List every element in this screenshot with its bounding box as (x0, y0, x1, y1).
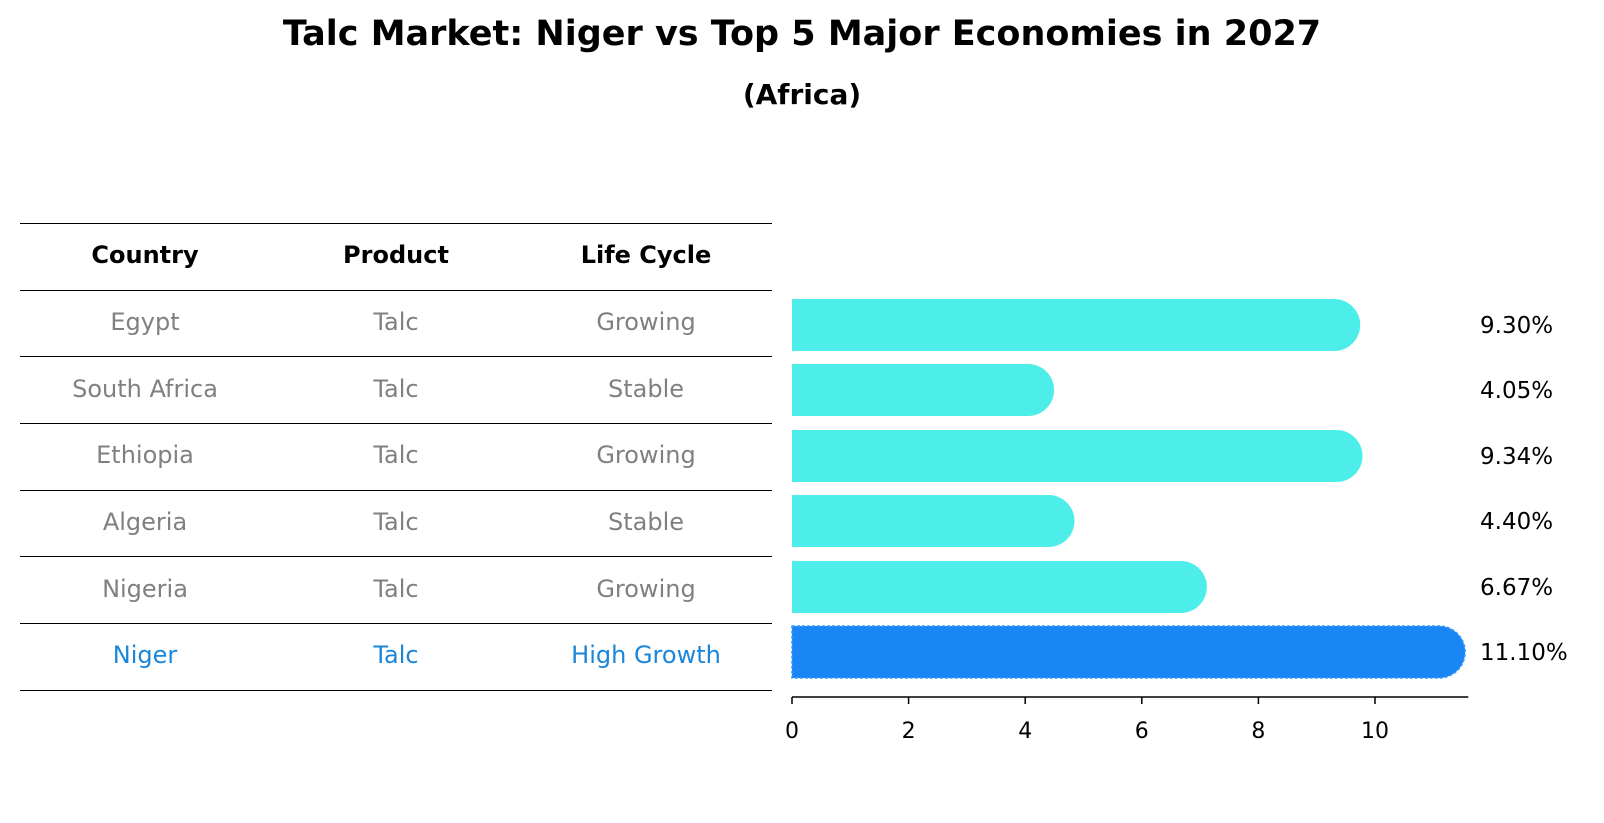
table-rule (20, 490, 772, 491)
x-tick-label: 0 (785, 719, 799, 744)
table-rule (20, 623, 772, 624)
table-cell-country: Ethiopia (96, 441, 194, 469)
x-tick-label: 4 (1018, 719, 1032, 744)
value-label: 9.30% (1480, 313, 1553, 339)
table-rule (20, 223, 772, 224)
bar-egypt (792, 299, 1361, 351)
table-cell-country: Niger (112, 641, 178, 669)
table-header-product: Product (343, 241, 449, 269)
table-cell-life-cycle: Stable (607, 375, 685, 403)
bar-niger (791, 625, 1466, 679)
table-cell-life-cycle: Growing (596, 308, 696, 336)
table-cell-product: Talc (373, 441, 419, 469)
table-rule (20, 556, 772, 557)
value-label: 9.34% (1480, 444, 1553, 470)
x-tick-label: 8 (1251, 719, 1265, 744)
table-cell-country: Egypt (110, 308, 180, 336)
table-cell-life-cycle: Growing (596, 441, 696, 469)
table-cell-product: Talc (373, 375, 419, 403)
chart-title: Talc Market: Niger vs Top 5 Major Econom… (282, 14, 1322, 54)
table-cell-product: Talc (373, 575, 419, 603)
value-label: 4.05% (1480, 378, 1553, 404)
table-rule (20, 423, 772, 424)
table-cell-life-cycle: High Growth (571, 641, 721, 669)
chart-subtitle: (Africa) (742, 78, 862, 111)
table-cell-country: South Africa (72, 375, 218, 403)
bar-nigeria (792, 561, 1207, 613)
table-rule (20, 356, 772, 357)
table-cell-country: Nigeria (102, 575, 188, 603)
table-rule (20, 690, 772, 691)
table-cell-product: Talc (373, 641, 419, 669)
x-tick-label: 2 (902, 719, 916, 744)
table-cell-country: Algeria (102, 508, 188, 536)
table-header-country: Country (91, 241, 199, 269)
table-rule (20, 290, 772, 291)
value-label: 11.10% (1480, 640, 1568, 666)
bar-south-africa (792, 364, 1055, 416)
table-header-life-cycle: Life Cycle (580, 241, 712, 269)
table-cell-life-cycle: Stable (607, 508, 685, 536)
value-label: 4.40% (1480, 509, 1553, 535)
table-cell-life-cycle: Growing (596, 575, 696, 603)
bar-ethiopia (792, 430, 1363, 482)
x-tick-label: 6 (1135, 719, 1149, 744)
value-label: 6.67% (1480, 575, 1553, 601)
table-cell-product: Talc (373, 308, 419, 336)
x-tick-label: 10 (1361, 719, 1389, 744)
bar-algeria (792, 495, 1075, 547)
table-cell-product: Talc (373, 508, 419, 536)
